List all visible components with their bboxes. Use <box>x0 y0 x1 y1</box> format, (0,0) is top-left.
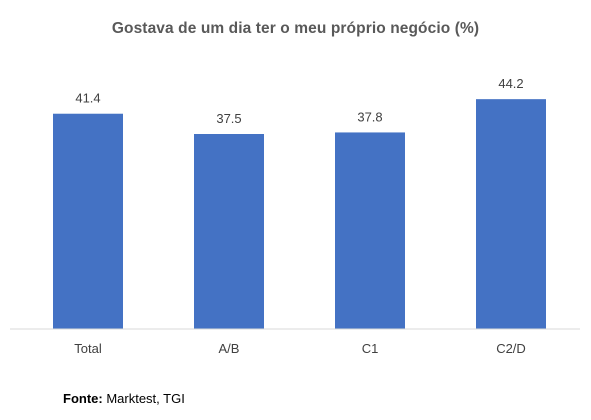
chart-title: Gostava de um dia ter o meu próprio negó… <box>111 20 480 37</box>
x-tick-label-c1: C1 <box>362 341 379 356</box>
bar-a-b <box>194 134 264 329</box>
x-tick-label-a-b: A/B <box>219 341 240 356</box>
source-note: Fonte: Marktest, TGI <box>63 391 185 406</box>
source-label: Fonte: <box>63 391 103 406</box>
bar-c2-d <box>476 99 546 329</box>
bar-total <box>53 113 123 329</box>
labels-group: 41.4 Total 37.5 A/B 37.8 C1 44.2 C2/D <box>74 76 526 356</box>
data-label-c1: 37.8 <box>357 109 382 124</box>
bars-group <box>53 99 546 329</box>
x-tick-label-c2-d: C2/D <box>496 341 526 356</box>
data-label-c2-d: 44.2 <box>498 76 523 91</box>
source-text: Marktest, TGI <box>102 391 185 406</box>
data-label-total: 41.4 <box>75 91 100 106</box>
bar-c1 <box>335 132 405 329</box>
x-tick-label-total: Total <box>74 341 102 356</box>
data-label-a-b: 37.5 <box>216 111 241 126</box>
